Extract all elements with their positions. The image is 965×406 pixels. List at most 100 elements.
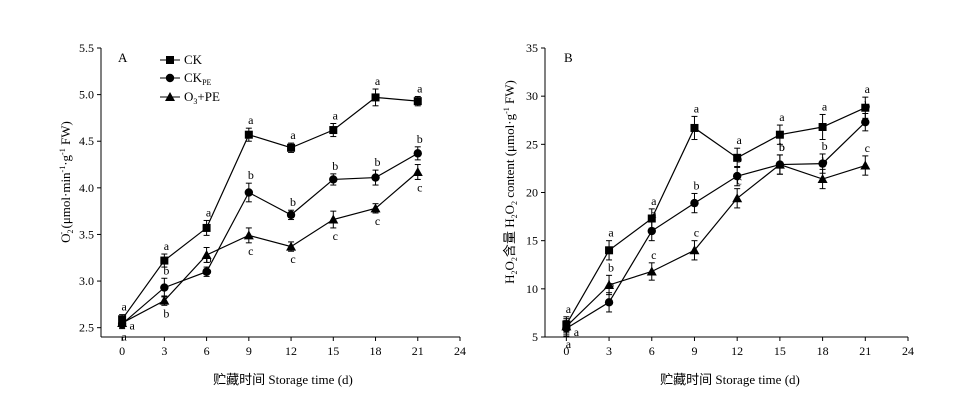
panel-a-x-tick-label: 9 bbox=[246, 344, 252, 358]
panel-b-ck-point bbox=[775, 130, 784, 139]
panel-a-series-ckpe-line bbox=[121, 152, 419, 325]
panel-a-o3pe-point bbox=[328, 214, 339, 224]
panel-b-o3pe-point bbox=[817, 174, 828, 184]
panel-b-ck-sig-label: a bbox=[822, 99, 828, 113]
panel-b-ckpe-sig-label: b bbox=[779, 140, 785, 154]
panel-a-x-tick-label: 0 bbox=[119, 344, 125, 358]
panel-b-y-tick-label: 20 bbox=[526, 186, 538, 200]
panel-b-ck-sig-label: a bbox=[566, 302, 572, 316]
chart-panel-a: 0 3 6 9 12 15 18 21 242.53.03.54.04.55.05.5 aaaa… bbox=[57, 41, 466, 387]
panel-a-ck-point bbox=[287, 143, 296, 152]
panel-b-o3pe-point bbox=[732, 193, 743, 203]
panel-a-o3pe-point bbox=[370, 203, 381, 213]
panel-a-o3pe-point bbox=[117, 318, 128, 328]
panel-b-ckpe-sig-label: b bbox=[693, 178, 699, 192]
panel-a-ckpe-sig-label: b bbox=[290, 195, 296, 209]
panel-a-x-tick-label: 12 bbox=[285, 344, 297, 358]
panel-b-ck-sig-label: a bbox=[865, 82, 871, 96]
panel-a-ckpe-point bbox=[160, 283, 169, 292]
panel-b-x-tick-label: 12 bbox=[731, 344, 743, 358]
panel-a-o3pe-point bbox=[243, 230, 254, 240]
panel-b-xlabel: 贮藏时间 Storage time (d) bbox=[660, 372, 800, 387]
panel-b-x-tick-label: 3 bbox=[606, 344, 612, 358]
panel-a-o3pe-point bbox=[159, 295, 170, 305]
panel-a-ckpe-sig-label: b bbox=[332, 159, 338, 173]
panel-b-ckpe-point bbox=[647, 226, 656, 236]
legend-ck-label: CK bbox=[184, 52, 203, 67]
panel-a-o3pe-point bbox=[286, 241, 297, 251]
panel-b-ck-point bbox=[861, 103, 870, 112]
panel-b-series-o3pe-line bbox=[565, 163, 866, 327]
panel-b-ckpe-point bbox=[861, 117, 870, 127]
panel-a-ck-sig-label: a bbox=[333, 109, 339, 123]
panel-a-ckpe-sig-label: b bbox=[206, 252, 212, 266]
legend: CK CKPE O3+PE bbox=[160, 52, 220, 106]
panel-a-x-tick-label: 15 bbox=[327, 344, 339, 358]
panel-b-x-tick-label: 9 bbox=[691, 344, 697, 358]
panel-b-series-ck-line bbox=[565, 107, 866, 325]
panel-b-letter: B bbox=[564, 50, 573, 65]
panel-b-x-tick-label: 24 bbox=[902, 344, 914, 358]
panel-b-y-tick-label: 10 bbox=[526, 282, 538, 296]
panel-a-ck-sig-label: a bbox=[121, 300, 127, 314]
panel-b-o3pe-sig-label: c bbox=[694, 226, 699, 240]
panel-a-o3pe-sig-label: c bbox=[417, 180, 422, 194]
legend-ckpe-marker bbox=[165, 73, 175, 83]
panel-b-y-tick-label: 5 bbox=[532, 330, 538, 344]
panel-a-ckpe-sig-label: b bbox=[417, 132, 423, 146]
legend-item-ckpe: CKPE bbox=[160, 70, 212, 87]
panel-a-ckpe-sig-label: b bbox=[163, 263, 169, 277]
panel-b-o3pe-point bbox=[689, 245, 700, 255]
panel-b-o3pe-point bbox=[561, 321, 572, 331]
panel-a-ck-sig-label: a bbox=[206, 205, 212, 219]
panel-b-ckpe-point bbox=[690, 198, 699, 208]
panel-b-ck-sig-label: a bbox=[779, 110, 785, 124]
panel-b-y-tick-label: 30 bbox=[526, 89, 538, 103]
panel-b-x-tick-label: 18 bbox=[817, 344, 829, 358]
panel-a-y-tick-label: 4.0 bbox=[79, 181, 94, 195]
panel-a-y-tick-label: 2.5 bbox=[79, 321, 94, 335]
panel-a-ck-sig-label: a bbox=[290, 128, 296, 142]
panel-b-o3pe-sig-label: b bbox=[822, 154, 828, 168]
panel-b-y-tick-label: 35 bbox=[526, 41, 538, 55]
panel-a-o3pe-point bbox=[201, 249, 212, 259]
panel-a-ck-sig-label: a bbox=[417, 81, 423, 95]
panel-b-ck-sig-label: a bbox=[737, 133, 743, 147]
panel-a-xlabel: 贮藏时间 Storage time (d) bbox=[213, 372, 353, 387]
panel-a-series-ck-line bbox=[121, 96, 418, 320]
panel-a-o3pe-sig-label: c bbox=[375, 214, 380, 228]
panel-b-o3pe-sig-label: a bbox=[574, 325, 580, 339]
panel-a-ckpe-point bbox=[329, 175, 338, 184]
panel-a-ckpe-sig-label: b bbox=[248, 168, 254, 182]
legend-ckpe-label: CKPE bbox=[184, 70, 212, 87]
panel-a-y-tick-label: 5.0 bbox=[79, 88, 94, 102]
panel-b-ck-point bbox=[818, 122, 827, 131]
panel-b-series-ckpe-line bbox=[566, 121, 866, 329]
panel-b-ck-sig-label: a bbox=[694, 101, 700, 115]
panel-a-series-o3pe-line bbox=[121, 171, 419, 324]
panel-a-o3pe-sig-label: c bbox=[248, 244, 253, 258]
panel-a-ckpe-point bbox=[202, 267, 211, 276]
panel-a-ylabel: O2- (μmol·min-1·g-1 FW) bbox=[57, 121, 75, 243]
panel-a-ck-point bbox=[329, 126, 338, 135]
panel-a-o3pe-sig-label: c bbox=[333, 229, 338, 243]
panel-a-ckpe-point bbox=[286, 210, 296, 220]
panel-b-ck-sig-label: a bbox=[608, 226, 614, 240]
panel-a-o3pe-sig-label: b bbox=[206, 263, 212, 277]
panel-a-x-tick-label: 18 bbox=[370, 344, 382, 358]
panel-a-o3pe-point bbox=[412, 166, 423, 176]
panel-b-ckpe-point bbox=[604, 298, 614, 307]
panel-b-o3pe-sig-label: c bbox=[737, 174, 742, 188]
panel-a-y-tick-label: 4.5 bbox=[79, 134, 94, 148]
panel-b-o3pe-sig-label: c bbox=[651, 248, 656, 262]
panel-b-ck-point bbox=[733, 153, 742, 162]
legend-o3pe-label: O3+PE bbox=[184, 89, 220, 106]
panel-a-ck-point bbox=[202, 223, 211, 232]
panel-a-ck-point bbox=[371, 93, 380, 102]
panel-a-o3pe-sig-label: b bbox=[163, 306, 169, 320]
panel-a-o3pe-sig-label: c bbox=[290, 252, 295, 266]
panel-b-o3pe-sig-label: b bbox=[608, 260, 614, 274]
panel-b-o3pe-sig-label: b bbox=[779, 140, 785, 154]
